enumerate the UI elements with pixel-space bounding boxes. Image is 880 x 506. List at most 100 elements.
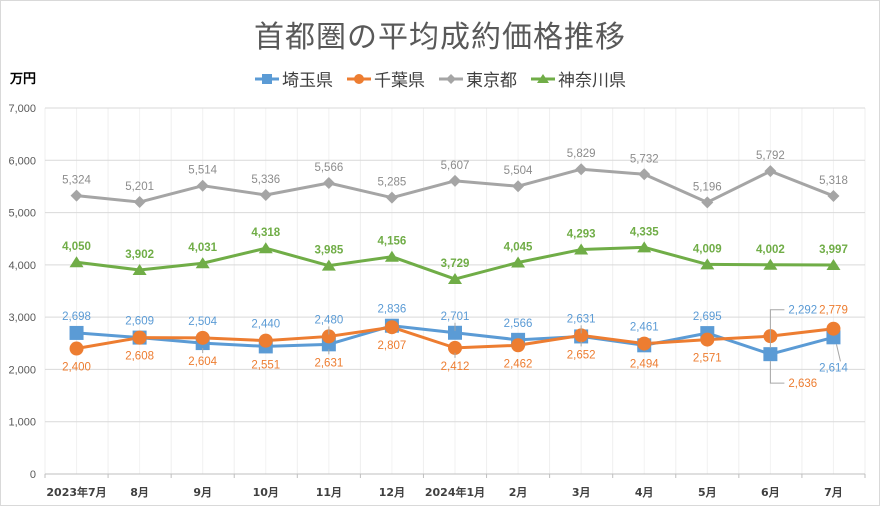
data-point — [826, 259, 841, 271]
data-label: 3,997 — [819, 244, 848, 256]
data-label: 2,636 — [788, 378, 817, 390]
data-point — [448, 325, 462, 340]
data-label: 2,836 — [378, 304, 407, 316]
data-label: 2,631 — [314, 357, 343, 369]
legend: 埼玉県 千葉県 東京都 神奈川県 — [255, 66, 626, 91]
data-point — [384, 250, 399, 262]
x-tick-label: 2024年1月 — [425, 485, 485, 499]
data-label: 4,050 — [62, 241, 91, 253]
data-point — [512, 180, 525, 193]
data-label: 2,698 — [62, 311, 91, 323]
data-label: 2,807 — [378, 340, 407, 352]
legend-marker — [446, 73, 456, 84]
y-tick-label: 0 — [30, 469, 36, 481]
data-point — [321, 329, 336, 344]
data-point — [700, 332, 715, 347]
data-point — [511, 256, 526, 268]
data-label: 2,779 — [819, 305, 848, 317]
data-point — [574, 243, 589, 255]
legend-item: 埼玉県 — [255, 66, 333, 91]
data-label: 2,400 — [62, 362, 91, 374]
data-label: 5,566 — [314, 162, 343, 174]
legend-marker — [262, 73, 272, 84]
y-tick-label: 5,000 — [8, 208, 36, 220]
x-tick-label: 10月 — [253, 486, 279, 499]
x-tick-label: 8月 — [130, 486, 149, 499]
data-point — [763, 258, 778, 270]
legend-marker-diamond-icon — [439, 73, 463, 84]
data-point — [321, 259, 336, 271]
legend-label: 千葉県 — [374, 71, 425, 91]
data-point — [69, 256, 84, 268]
data-label: 5,336 — [251, 174, 280, 186]
data-label: 2,695 — [693, 311, 722, 323]
x-tick-label: 2月 — [509, 486, 528, 499]
data-label: 2,461 — [630, 322, 659, 334]
data-label: 5,285 — [378, 177, 407, 189]
data-point — [826, 321, 841, 336]
data-label: 3,985 — [314, 245, 343, 257]
legend-label: 神奈川県 — [558, 71, 626, 91]
data-label: 4,009 — [693, 243, 722, 255]
data-label: 4,335 — [630, 226, 659, 238]
data-point — [638, 168, 651, 181]
legend-item: 東京都 — [439, 66, 517, 91]
data-label-leader-line — [769, 309, 785, 349]
data-point — [385, 191, 398, 204]
data-label: 5,829 — [567, 148, 596, 160]
data-point — [69, 325, 84, 340]
x-tick-label: 6月 — [761, 486, 780, 499]
chart-title: 首都圏の平均成約価格推移 — [254, 20, 626, 55]
y-tick-label: 2,000 — [8, 364, 36, 376]
data-label: 4,156 — [378, 236, 407, 248]
data-point — [637, 241, 652, 253]
data-point — [511, 338, 526, 353]
data-label: 2,292 — [788, 305, 817, 317]
data-point — [574, 328, 589, 343]
data-point — [258, 242, 273, 254]
legend-marker-circle-icon — [347, 73, 371, 84]
x-tick-label: 4月 — [635, 486, 654, 499]
data-label: 5,318 — [819, 175, 848, 187]
data-label: 2,631 — [567, 313, 596, 325]
data-label: 4,045 — [504, 242, 533, 254]
data-label: 2,571 — [693, 353, 722, 365]
data-point — [195, 257, 210, 269]
data-point — [700, 258, 715, 270]
data-label: 3,902 — [125, 249, 154, 261]
data-label: 2,614 — [819, 362, 848, 374]
data-label: 2,440 — [251, 319, 280, 331]
data-point — [575, 163, 588, 176]
data-label: 2,566 — [504, 318, 533, 330]
data-label: 2,701 — [441, 311, 470, 323]
legend-item: 神奈川県 — [531, 66, 626, 91]
data-label: 4,031 — [188, 242, 217, 254]
data-point — [384, 320, 399, 335]
data-point — [69, 341, 84, 356]
data-point — [133, 196, 146, 209]
data-label: 2,412 — [441, 361, 470, 373]
data-label: 4,293 — [567, 229, 596, 241]
y-tick-label: 4,000 — [8, 260, 36, 272]
data-label: 5,792 — [756, 150, 785, 162]
x-tick-label: 2023年7月 — [46, 485, 106, 499]
data-label: 4,002 — [756, 244, 785, 256]
x-tick-label: 9月 — [193, 486, 212, 499]
data-label: 2,504 — [188, 316, 217, 328]
data-point — [449, 174, 461, 187]
data-label: 4,318 — [251, 227, 280, 239]
x-tick-label: 7月 — [824, 486, 843, 499]
data-point — [259, 189, 272, 202]
data-point — [701, 196, 714, 209]
data-point — [132, 330, 147, 345]
data-point — [448, 273, 462, 285]
legend-item: 千葉県 — [347, 66, 425, 91]
data-label: 3,729 — [441, 258, 470, 270]
data-label: 5,504 — [504, 165, 533, 177]
data-label: 5,324 — [62, 175, 91, 187]
y-axis-unit-label: 万円 — [10, 72, 37, 87]
data-label: 2,608 — [125, 351, 154, 363]
data-label: 2,462 — [504, 358, 533, 370]
x-tick-label: 12月 — [379, 486, 405, 499]
